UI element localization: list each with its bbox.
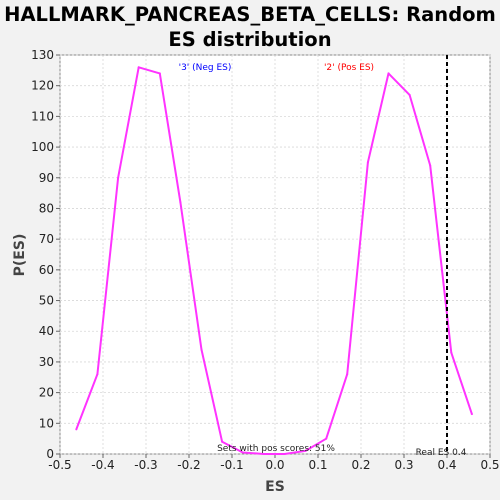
y-tick-label: 0 [46,447,54,461]
x-tick-label: 0.4 [437,458,456,472]
data-point [96,373,99,376]
data-point [158,72,161,75]
data-point [408,93,411,96]
pos-es-label: '2' (Pos ES) [324,63,374,73]
data-point [450,351,453,354]
neg-es-label: '3' (Neg ES) [179,63,232,73]
data-point [304,449,307,452]
series-layer [75,55,473,455]
data-point [262,453,265,455]
data-point [429,164,432,167]
data-point [346,373,349,376]
y-tick-label: 110 [31,109,54,123]
y-tick-label: 50 [39,294,54,308]
pos-scores-label: Sets with pos scores: 51% [217,444,335,454]
axes: -0.5 -0.4 -0.3 -0.2 -0.1 0.0 0.1 0.2 0.3 0.4 0.5 0 1… [31,48,499,472]
x-axis-title: ES [265,479,285,495]
y-tick-label: 30 [39,355,54,369]
data-point [470,413,473,416]
x-tick-label: -0.4 [91,458,114,472]
data-point [137,66,140,69]
data-point [200,348,203,351]
y-tick-label: 10 [39,416,54,430]
data-point [366,161,369,164]
x-tick-label: -0.5 [48,458,71,472]
data-point [179,201,182,204]
data-point [117,176,120,179]
y-tick-label: 60 [39,263,54,277]
x-tick-label: 0.2 [351,458,370,472]
y-tick-label: 90 [39,171,54,185]
data-point [75,428,78,431]
data-point [283,453,286,455]
plot-area [59,54,491,455]
data-point [241,451,244,454]
real-es-label: Real ES 0.4 [416,448,467,458]
random-es-series-line [75,66,473,455]
chart-title-line-1: HALLMARK_PANCREAS_BETA_CELLS: Random [4,3,496,26]
chart-title: HALLMARK_PANCREAS_BETA_CELLS: Random ES … [0,2,500,52]
x-tick-label: -0.2 [177,458,200,472]
y-axis-title: P(ES) [12,234,28,277]
data-point [325,437,328,440]
x-tick-label: -0.3 [134,458,157,472]
x-tick-label: -0.1 [220,458,243,472]
y-tick-label: 70 [39,232,54,246]
x-tick-label: 0.5 [480,458,499,472]
y-tick-label: 130 [31,48,54,62]
x-tick-label: 0.1 [308,458,327,472]
x-tick-label: 0.0 [265,458,284,472]
y-tick-label: 100 [31,140,54,154]
x-tick-label: 0.3 [394,458,413,472]
y-tick-label: 40 [39,324,54,338]
chart-title-line-2: ES distribution [168,28,332,51]
y-tick-label: 120 [31,79,54,93]
annotations: '3' (Neg ES) '2' (Pos ES) Sets with pos … [179,63,467,458]
data-point [387,72,390,75]
data-point [221,440,224,443]
y-tick-label: 80 [39,201,54,215]
y-tick-label: 20 [39,386,54,400]
